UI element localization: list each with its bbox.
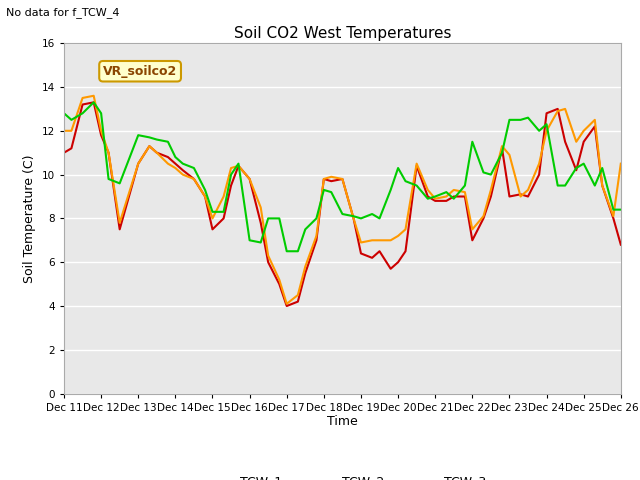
TCW_3 (257, 240, 264, 245)
Text: VR_soilco2: VR_soilco2 (103, 65, 177, 78)
TCW_2 (283, 301, 291, 307)
TCW_3 (235, 161, 243, 167)
TCW_2 (235, 163, 243, 168)
TCW_3 (283, 248, 291, 254)
TCW_3 (617, 207, 625, 213)
TCW_1 (431, 198, 439, 204)
Y-axis label: Soil Temperature (C): Soil Temperature (C) (23, 154, 36, 283)
Title: Soil CO2 West Temperatures: Soil CO2 West Temperatures (234, 25, 451, 41)
TCW_2 (264, 253, 272, 259)
Line: TCW_2: TCW_2 (64, 96, 621, 304)
TCW_1 (235, 163, 243, 168)
TCW_2 (220, 193, 227, 199)
TCW_1 (617, 242, 625, 248)
TCW_1 (172, 161, 179, 167)
TCW_2 (172, 165, 179, 171)
Line: TCW_3: TCW_3 (64, 102, 621, 251)
Text: No data for f_TCW_4: No data for f_TCW_4 (6, 7, 120, 18)
X-axis label: Time: Time (327, 415, 358, 429)
TCW_2 (90, 93, 97, 99)
TCW_1 (90, 99, 97, 105)
TCW_3 (220, 209, 227, 215)
TCW_3 (264, 216, 272, 221)
TCW_2 (60, 128, 68, 134)
TCW_1 (60, 150, 68, 156)
TCW_1 (220, 216, 227, 221)
Line: TCW_1: TCW_1 (64, 102, 621, 306)
TCW_3 (431, 193, 439, 199)
TCW_2 (431, 196, 439, 202)
TCW_1 (264, 259, 272, 265)
TCW_3 (172, 154, 179, 160)
TCW_1 (257, 220, 264, 226)
Legend: TCW_1, TCW_2, TCW_3: TCW_1, TCW_2, TCW_3 (193, 470, 492, 480)
TCW_1 (283, 303, 291, 309)
TCW_2 (617, 161, 625, 167)
TCW_2 (257, 204, 264, 210)
TCW_3 (60, 110, 68, 116)
TCW_3 (90, 99, 97, 105)
